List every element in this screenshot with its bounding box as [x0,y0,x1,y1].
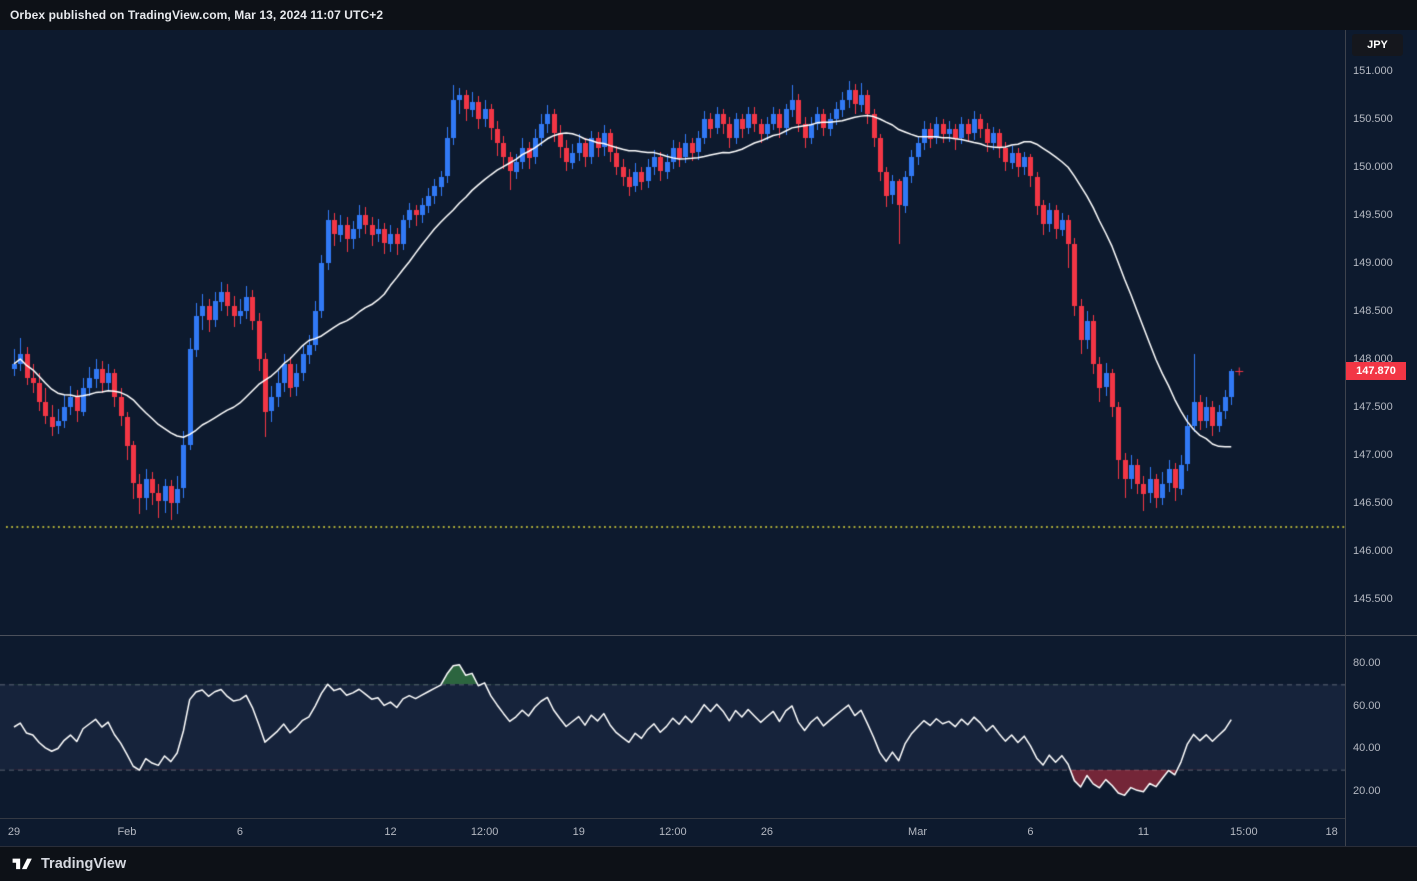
tradingview-wordmark: TradingView [41,856,127,872]
price-axis-label: 149.500 [1353,209,1393,221]
price-axis-label: 149.000 [1353,257,1393,269]
indicator-axis-label: 20.00 [1353,784,1381,797]
price-axis[interactable]: JPY 147.870 151.000 150.500 150.000 149.500… [1345,30,1417,846]
price-axis-label: 151.000 [1353,65,1393,77]
tradingview-logo-link[interactable]: TradingView [12,856,126,873]
footer-bar: TradingView [0,846,1417,881]
time-axis[interactable]: 29 Feb 6 12 12:00 19 12:00 26 Mar 6 11 15:00 18 [0,818,1345,846]
publish-banner: Orbex published on TradingView.com, Mar … [0,0,1417,30]
indicator-axis-label: 60.00 [1353,699,1381,712]
price-axis-label: 150.500 [1353,113,1393,125]
price-axis-label: 147.000 [1353,449,1393,461]
price-axis-label: 150.000 [1353,161,1393,173]
price-axis-label: 148.500 [1353,305,1393,317]
price-axis-label: 145.500 [1353,593,1393,605]
time-tick-label: 12:00 [659,826,687,838]
time-tick-label: 18 [1325,826,1338,838]
time-tick-label: Mar [908,826,927,838]
price-axis-label: 146.000 [1353,545,1393,557]
time-tick-label: 6 [1027,826,1034,838]
time-tick-label: Feb [117,826,137,838]
currency-button[interactable]: JPY [1352,34,1403,56]
time-tick-label: 19 [572,826,585,838]
time-tick-label: 12:00 [470,826,499,838]
time-tick-label: 15:00 [1230,826,1258,838]
time-tick-label: 29 [7,826,21,838]
price-axis-label: 146.500 [1353,497,1393,509]
price-chart-canvas[interactable] [0,30,1345,818]
time-tick-label: 12 [384,826,397,838]
indicator-axis-label: 80.00 [1353,657,1381,669]
indicator-axis-label: 40.00 [1353,742,1381,755]
time-tick-label: 6 [236,826,243,838]
time-tick-label: 26 [760,826,774,838]
time-tick-label: 11 [1137,826,1150,838]
pane-divider[interactable] [0,635,1417,636]
price-axis-label: 148.000 [1353,353,1393,365]
tradingview-logo-icon [12,858,32,869]
publish-banner-text: Orbex published on TradingView.com, Mar … [10,8,384,22]
price-axis-label: 147.500 [1353,401,1393,413]
last-price-badge: 147.870 [1346,362,1406,381]
